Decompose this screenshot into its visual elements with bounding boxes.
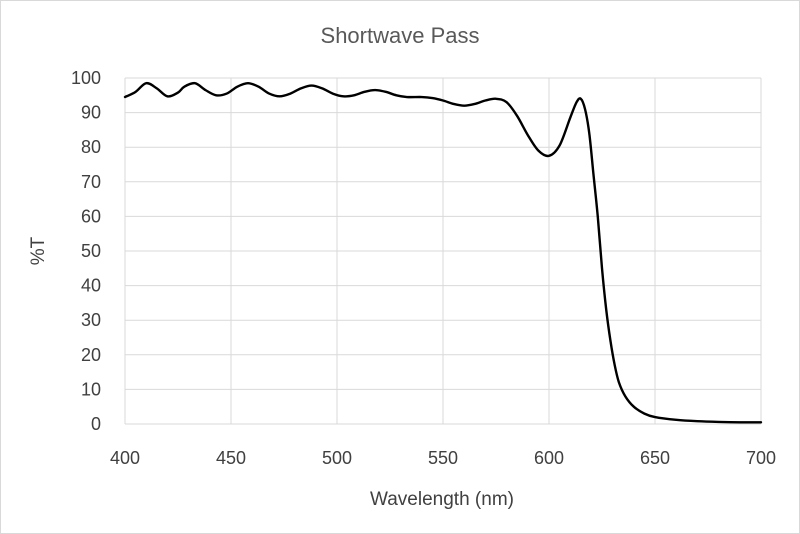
y-tick-label: 70 bbox=[81, 172, 101, 192]
x-tick-label: 650 bbox=[640, 448, 670, 468]
x-tick-label: 500 bbox=[322, 448, 352, 468]
y-tick-label: 0 bbox=[91, 414, 101, 434]
y-tick-label: 100 bbox=[71, 68, 101, 88]
x-tick-label: 400 bbox=[110, 448, 140, 468]
gridlines bbox=[124, 77, 762, 425]
y-tick-label: 10 bbox=[81, 379, 101, 399]
y-tick-label: 80 bbox=[81, 137, 101, 157]
x-tick-label: 700 bbox=[746, 448, 776, 468]
y-axis-label: %T bbox=[28, 236, 49, 265]
y-tick-label: 60 bbox=[81, 206, 101, 226]
series-layer bbox=[123, 81, 763, 424]
x-tick-label: 450 bbox=[216, 448, 246, 468]
y-tick-label: 30 bbox=[81, 310, 101, 330]
y-tick-label: 20 bbox=[81, 345, 101, 365]
y-tick-label: 90 bbox=[81, 103, 101, 123]
y-tick-label: 50 bbox=[81, 241, 101, 261]
y-tick-label: 40 bbox=[81, 276, 101, 296]
transmission-series-line bbox=[123, 81, 763, 424]
x-axis-label: Wavelength (nm) bbox=[370, 489, 514, 510]
x-tick-label: 550 bbox=[428, 448, 458, 468]
tick-labels: 0 10 20 30 40 50 60 70 80 90 100 400 450 500 550 600 650… bbox=[71, 68, 776, 468]
chart-title: Shortwave Pass bbox=[321, 23, 480, 48]
x-tick-label: 600 bbox=[534, 448, 564, 468]
